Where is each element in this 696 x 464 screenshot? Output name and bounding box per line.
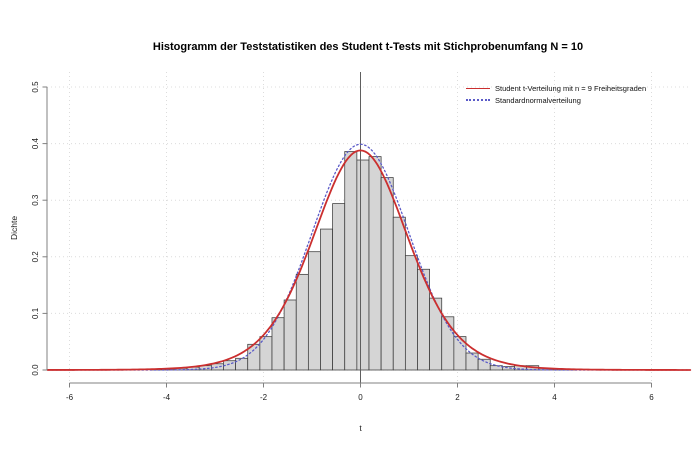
y-tick-label: 0.5 bbox=[31, 81, 40, 93]
x-tick-label: -6 bbox=[66, 393, 74, 402]
y-tick-label: 0.4 bbox=[31, 137, 40, 149]
x-tick-label: 6 bbox=[649, 393, 654, 402]
y-tick-label: 0.2 bbox=[31, 251, 40, 263]
x-tick-label: 4 bbox=[552, 393, 557, 402]
t-distribution-curve bbox=[46, 149, 692, 371]
histogram-bar bbox=[295, 273, 309, 371]
legend: Student t-Verteilung mit n = 9 Freiheits… bbox=[466, 83, 646, 106]
y-axis-label: Dichte bbox=[9, 215, 19, 241]
histogram-bar bbox=[489, 365, 503, 371]
histogram-bar bbox=[404, 255, 418, 371]
legend-label-normal: Standardnormalverteilung bbox=[495, 95, 581, 105]
x-tick-label: 2 bbox=[455, 393, 460, 402]
histogram-bar bbox=[368, 156, 382, 371]
legend-item-tdist: Student t-Verteilung mit n = 9 Freiheits… bbox=[466, 83, 646, 95]
histogram-bar bbox=[417, 268, 430, 371]
histogram-bar bbox=[283, 299, 297, 371]
x-tick-label: -2 bbox=[260, 393, 268, 402]
histogram-bar bbox=[356, 159, 370, 371]
x-tick-label: -4 bbox=[163, 393, 171, 402]
x-axis-label: t bbox=[359, 423, 362, 433]
histogram-bar bbox=[344, 151, 358, 371]
histogram-bar bbox=[332, 203, 346, 371]
legend-label-tdist: Student t-Verteilung mit n = 9 Freiheits… bbox=[495, 84, 647, 94]
histogram-bar bbox=[380, 177, 394, 371]
histogram-bar bbox=[477, 358, 491, 371]
histogram-bar bbox=[392, 216, 406, 371]
histogram-bar bbox=[307, 251, 321, 371]
legend-line-sample-tdist-icon bbox=[466, 88, 490, 90]
histogram-bar bbox=[465, 352, 479, 371]
legend-item-normal: Standardnormalverteilung bbox=[466, 95, 646, 107]
legend-line-sample-normal-icon bbox=[466, 99, 490, 102]
y-tick-label: 0.1 bbox=[31, 307, 40, 319]
histogram-bar bbox=[235, 357, 249, 371]
histogram-bar bbox=[320, 228, 333, 371]
chart-title: Histogramm der Teststatistiken des Stude… bbox=[152, 41, 584, 53]
histogram-bar bbox=[501, 366, 515, 371]
histogram-bar bbox=[441, 316, 455, 371]
y-tick-label: 0.3 bbox=[31, 194, 40, 206]
x-tick-label: 0 bbox=[358, 393, 363, 402]
y-tick-label: 0.0 bbox=[31, 364, 40, 376]
